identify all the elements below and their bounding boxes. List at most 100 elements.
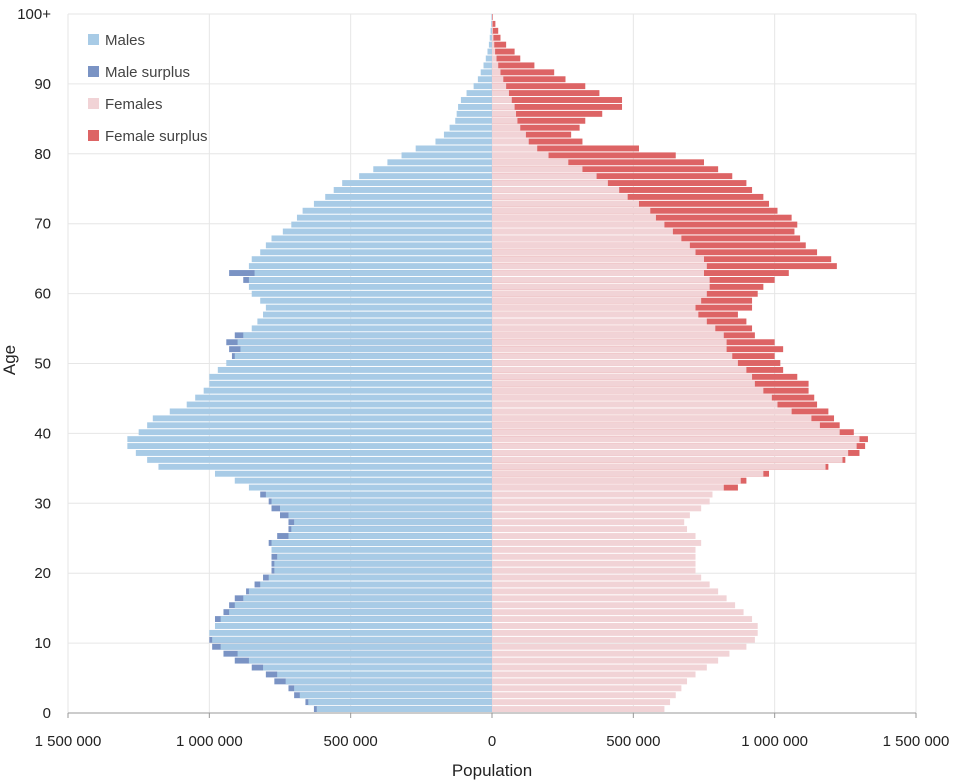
bar-females-age-4 xyxy=(492,678,688,685)
bar-females-age-81 xyxy=(492,145,538,152)
bar-females-age-79 xyxy=(492,159,569,166)
bar-females-age-91 xyxy=(492,76,504,83)
bar-females-age-94 xyxy=(492,55,497,62)
bar-females-age-53 xyxy=(492,339,727,346)
bar-female-surplus-age-79 xyxy=(492,159,704,166)
x-tick-label: 500 000 xyxy=(606,733,660,750)
bar-males-age-20 xyxy=(274,567,492,574)
bar-males-age-1 xyxy=(308,699,492,706)
bar-females-age-86 xyxy=(492,110,517,117)
bar-females-age-29 xyxy=(492,505,702,512)
bar-males-age-91 xyxy=(477,76,492,83)
bar-females-age-61 xyxy=(492,283,710,290)
bar-males-age-28 xyxy=(288,512,492,519)
bar-females-age-25 xyxy=(492,533,696,539)
bar-female-surplus-age-83 xyxy=(492,131,572,138)
bar-males-age-99 xyxy=(491,20,492,27)
bar-females-age-83 xyxy=(492,131,526,138)
bar-females-age-30 xyxy=(492,498,710,505)
bar-females-age-95 xyxy=(492,48,496,55)
bar-females-age-71 xyxy=(492,214,656,221)
legend-label: Females xyxy=(105,96,163,113)
bar-males-age-92 xyxy=(480,69,492,76)
bar-males-age-25 xyxy=(288,533,492,539)
bar-males-age-44 xyxy=(186,401,492,408)
bar-female-surplus-age-84 xyxy=(492,124,580,131)
bar-females-age-50 xyxy=(492,360,738,366)
bar-females-age-24 xyxy=(492,539,702,546)
bar-females-age-28 xyxy=(492,512,690,519)
bar-males-age-3 xyxy=(294,685,492,692)
x-tick-label: 1 000 000 xyxy=(741,733,808,750)
bar-females-age-55 xyxy=(492,325,716,332)
bar-males-age-76 xyxy=(342,180,492,187)
bar-males-age-9 xyxy=(220,643,492,650)
y-tick-label: 90 xyxy=(34,76,51,93)
bar-males-age-73 xyxy=(313,200,492,207)
bar-females-age-43 xyxy=(492,408,792,415)
bar-females-age-73 xyxy=(492,200,639,207)
bar-female-surplus-age-80 xyxy=(492,152,676,159)
bar-females-age-39 xyxy=(492,436,860,443)
y-tick-label: 60 xyxy=(34,286,51,303)
bar-female-surplus-age-89 xyxy=(492,90,600,97)
bar-males-age-36 xyxy=(147,456,492,463)
bar-females-age-68 xyxy=(492,235,682,242)
bar-males-age-51 xyxy=(234,353,493,360)
bar-female-surplus-age-82 xyxy=(492,138,583,145)
bar-males-age-11 xyxy=(209,629,493,636)
bar-females-age-76 xyxy=(492,180,608,187)
bar-female-surplus-age-75 xyxy=(492,187,753,193)
bar-males-age-34 xyxy=(214,470,492,477)
bar-males-age-42 xyxy=(152,415,493,422)
bar-males-age-19 xyxy=(268,574,492,581)
bar-females-age-66 xyxy=(492,249,696,256)
bar-females-age-90 xyxy=(492,83,507,90)
y-tick-label: 30 xyxy=(34,495,51,512)
bar-females-age-64 xyxy=(492,263,707,270)
bar-females-age-1 xyxy=(492,699,671,706)
bar-females-age-31 xyxy=(492,491,713,498)
y-axis-label: Age xyxy=(0,345,19,375)
bar-males-age-62 xyxy=(248,276,492,283)
bar-females-age-72 xyxy=(492,207,651,214)
bar-females-age-13 xyxy=(492,616,753,623)
bar-males-age-86 xyxy=(456,110,492,117)
bar-males-age-0 xyxy=(316,706,492,712)
bar-females-age-47 xyxy=(492,380,755,387)
bar-males-age-13 xyxy=(220,616,492,623)
bar-females-age-58 xyxy=(492,304,696,311)
bar-females-age-10 xyxy=(492,636,755,643)
bar-females-age-35 xyxy=(492,463,826,470)
bar-males-age-40 xyxy=(138,429,492,436)
bar-females-age-6 xyxy=(492,664,707,671)
bar-female-surplus-age-81 xyxy=(492,145,639,152)
bar-males-age-89 xyxy=(466,90,492,97)
bar-males-age-14 xyxy=(229,609,492,616)
bar-female-surplus-age-76 xyxy=(492,180,747,187)
bar-males-age-37 xyxy=(135,450,492,456)
bar-males-age-95 xyxy=(487,48,492,55)
bar-females-age-57 xyxy=(492,311,699,318)
bar-females-age-84 xyxy=(492,124,521,131)
bar-females-age-38 xyxy=(492,443,857,450)
y-tick-label: 0 xyxy=(43,705,51,722)
bar-males-age-18 xyxy=(260,581,492,588)
bar-males-age-93 xyxy=(483,62,492,69)
axes: 1 500 000 1 000 000 500 000 0 500 000 1 000 0… xyxy=(17,6,949,750)
bar-females-age-65 xyxy=(492,256,704,263)
bar-males-age-90 xyxy=(473,83,492,90)
bar-females-age-98 xyxy=(492,27,493,34)
bar-females-age-45 xyxy=(492,394,772,401)
legend-label: Female surplus xyxy=(105,128,208,145)
bar-females-age-99 xyxy=(492,20,493,27)
bar-males-age-47 xyxy=(209,380,493,387)
bar-females-age-21 xyxy=(492,560,696,567)
bar-females-age-40 xyxy=(492,429,840,436)
bar-males-age-66 xyxy=(260,249,492,256)
bar-females-age-7 xyxy=(492,657,719,664)
bar-males-age-75 xyxy=(333,187,492,193)
bar-males-age-8 xyxy=(237,650,492,657)
bar-males-age-50 xyxy=(226,360,492,366)
x-tick-label: 1 000 000 xyxy=(176,733,243,750)
